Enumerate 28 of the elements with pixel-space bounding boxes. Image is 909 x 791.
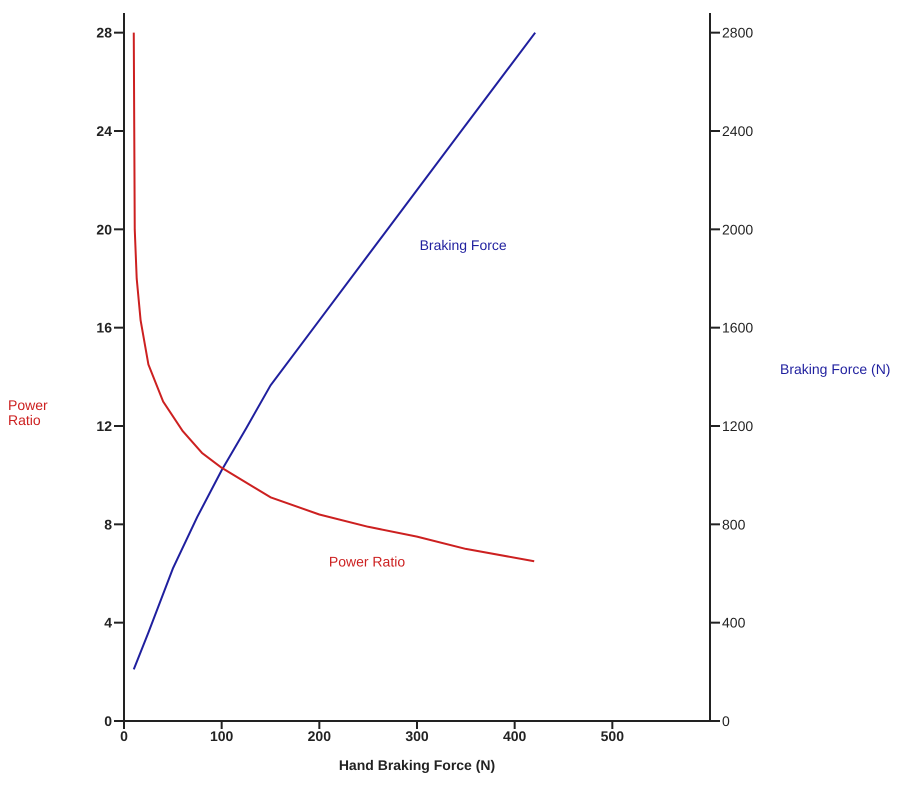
y-tick-label: 16 — [96, 320, 112, 336]
series-label: Power Ratio — [328, 554, 406, 570]
y2-tick-label: 2800 — [722, 24, 754, 41]
x-axis-title: Hand Braking Force (N) — [338, 757, 496, 773]
y2-tick-label: 2000 — [722, 221, 754, 238]
x-tick-label: 200 — [308, 728, 332, 744]
y-tick-label: 0 — [104, 712, 112, 729]
text: Braking Force — [420, 237, 507, 254]
y-tick-label: 20 — [96, 221, 112, 238]
y-tick-label: 24 — [96, 122, 112, 139]
x-tick-label: 400 — [502, 728, 527, 744]
y-tick-label: 4 — [104, 614, 112, 631]
x-tick-label: 0 — [120, 728, 128, 744]
y2-tick-label: 1600 — [722, 320, 754, 336]
y2-axis-title: Braking Force (N) — [780, 361, 890, 377]
y2-tick-label: 2400 — [722, 122, 754, 139]
y-axis-title: Power Ratio — [8, 397, 48, 428]
y2-tick-label: 400 — [722, 614, 746, 631]
y-tick-label: 12 — [96, 418, 112, 434]
y2-tick-label: 0 — [722, 712, 730, 729]
y2-tick-label: 800 — [722, 516, 746, 532]
y-tick-label: 8 — [104, 516, 112, 532]
line-series — [132, 32, 536, 670]
x-tick-label: 500 — [600, 728, 624, 744]
x-tick-label: 300 — [405, 728, 429, 744]
x-tick-label: 100 — [210, 728, 234, 744]
y2-tick-label: 1200 — [722, 418, 754, 434]
y-tick-label: 28 — [96, 24, 112, 41]
